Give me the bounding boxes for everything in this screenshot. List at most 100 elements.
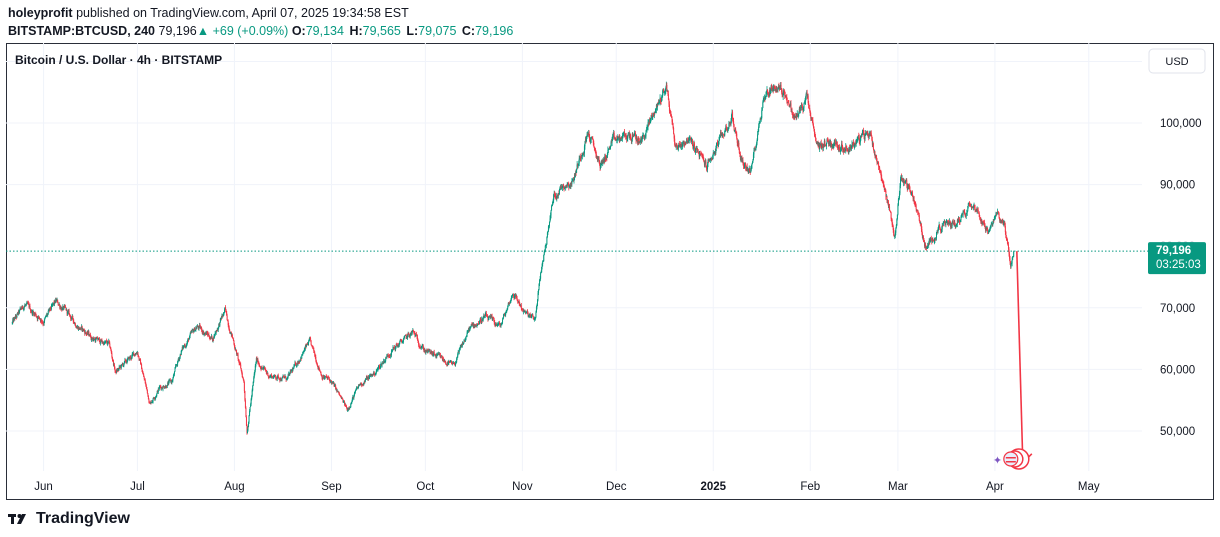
candle-body — [494, 324, 496, 326]
candle-body — [969, 205, 971, 207]
candle-body — [154, 398, 156, 400]
candle-body — [199, 325, 201, 328]
price-chart[interactable]: ✦ 110,000100,00090,00070,00060,00050,000… — [6, 43, 1214, 500]
candle-body — [72, 318, 74, 322]
tradingview-brand[interactable]: TradingView — [36, 510, 130, 527]
last-price: 79,196 — [158, 24, 197, 38]
candle-body — [155, 396, 157, 397]
candle-body — [544, 251, 546, 253]
candle-body — [649, 120, 651, 122]
candle-body — [14, 316, 16, 319]
candle-body — [48, 309, 50, 311]
candle-body — [615, 138, 617, 141]
candle-body — [366, 378, 368, 380]
candle-body — [912, 196, 914, 199]
candle-body — [1004, 222, 1006, 227]
candle-body — [672, 121, 674, 124]
candle-body — [513, 295, 515, 298]
candle-body — [221, 315, 223, 319]
candle-body — [740, 158, 742, 160]
candle-body — [961, 215, 963, 217]
candle-body — [662, 89, 664, 91]
candle-body — [996, 212, 998, 215]
candle-body — [924, 244, 926, 246]
candle-body — [49, 307, 51, 309]
candle-body — [436, 354, 438, 357]
candle-body — [38, 316, 40, 317]
candle-body — [202, 331, 204, 334]
candle-body — [702, 155, 704, 157]
candle-body — [33, 313, 35, 315]
candle-body — [753, 148, 755, 151]
candle-body — [426, 349, 428, 353]
candle-body — [812, 124, 814, 127]
candle-body — [906, 180, 908, 185]
candle-body — [283, 376, 285, 378]
candle-body — [520, 305, 522, 309]
candle-body — [526, 311, 528, 313]
candle-body — [942, 225, 944, 227]
candle-body — [224, 309, 226, 313]
candle-body — [444, 361, 446, 363]
candle-body — [857, 136, 859, 139]
candle-body — [714, 151, 716, 153]
candle-body — [903, 179, 905, 183]
candle-body — [443, 360, 445, 362]
candle-body — [533, 318, 535, 320]
candle-body — [534, 317, 536, 319]
candle-body — [198, 326, 200, 329]
candle-body — [521, 308, 523, 310]
candle-body — [38, 316, 40, 319]
candle-body — [981, 220, 983, 224]
currency-label[interactable]: USD — [1165, 56, 1188, 68]
candle-body — [483, 315, 485, 319]
candle-body — [968, 203, 970, 206]
candle-body — [304, 348, 306, 350]
candle-body — [539, 279, 541, 284]
candle-body — [1013, 251, 1015, 257]
candle-body — [755, 146, 757, 149]
candle-body — [279, 379, 281, 381]
candle-body — [61, 308, 63, 311]
candle-body — [62, 306, 64, 309]
candle-body — [634, 133, 636, 136]
currency-button[interactable] — [1148, 48, 1206, 74]
candle-body — [990, 224, 992, 226]
candle-body — [42, 322, 44, 324]
candle-body — [719, 137, 721, 141]
candle-body — [487, 318, 489, 321]
candle-body — [735, 132, 737, 134]
candle-body — [756, 139, 758, 144]
candle-body — [163, 386, 165, 388]
candle-body — [260, 366, 262, 369]
candle-body — [167, 382, 169, 386]
author-name[interactable]: holeyprofit — [8, 6, 73, 20]
candle-body — [457, 354, 459, 358]
candle-body — [338, 392, 340, 395]
candle-body — [593, 146, 595, 148]
candle-body — [866, 132, 868, 134]
candle-body — [420, 347, 422, 349]
candle-body — [1006, 239, 1008, 244]
candle-body — [992, 219, 994, 224]
candle-body — [877, 162, 879, 164]
candle-body — [201, 327, 203, 331]
candle-body — [663, 89, 665, 93]
candle-body — [277, 375, 279, 377]
candle-body — [227, 321, 229, 326]
candle-body — [998, 212, 1000, 214]
candle-body — [288, 373, 290, 375]
candle-body — [930, 237, 932, 241]
candle-body — [472, 324, 474, 326]
candle-body — [941, 225, 943, 230]
candle-body — [160, 387, 162, 389]
candle-body — [134, 354, 136, 356]
candle-body — [589, 137, 591, 141]
candle-body — [353, 395, 355, 399]
candle-body — [302, 351, 304, 353]
candle-body — [918, 212, 920, 216]
candle-body — [991, 223, 993, 225]
x-tick-label: May — [1078, 481, 1100, 493]
candle-body — [322, 378, 324, 380]
candle-body — [341, 398, 343, 400]
